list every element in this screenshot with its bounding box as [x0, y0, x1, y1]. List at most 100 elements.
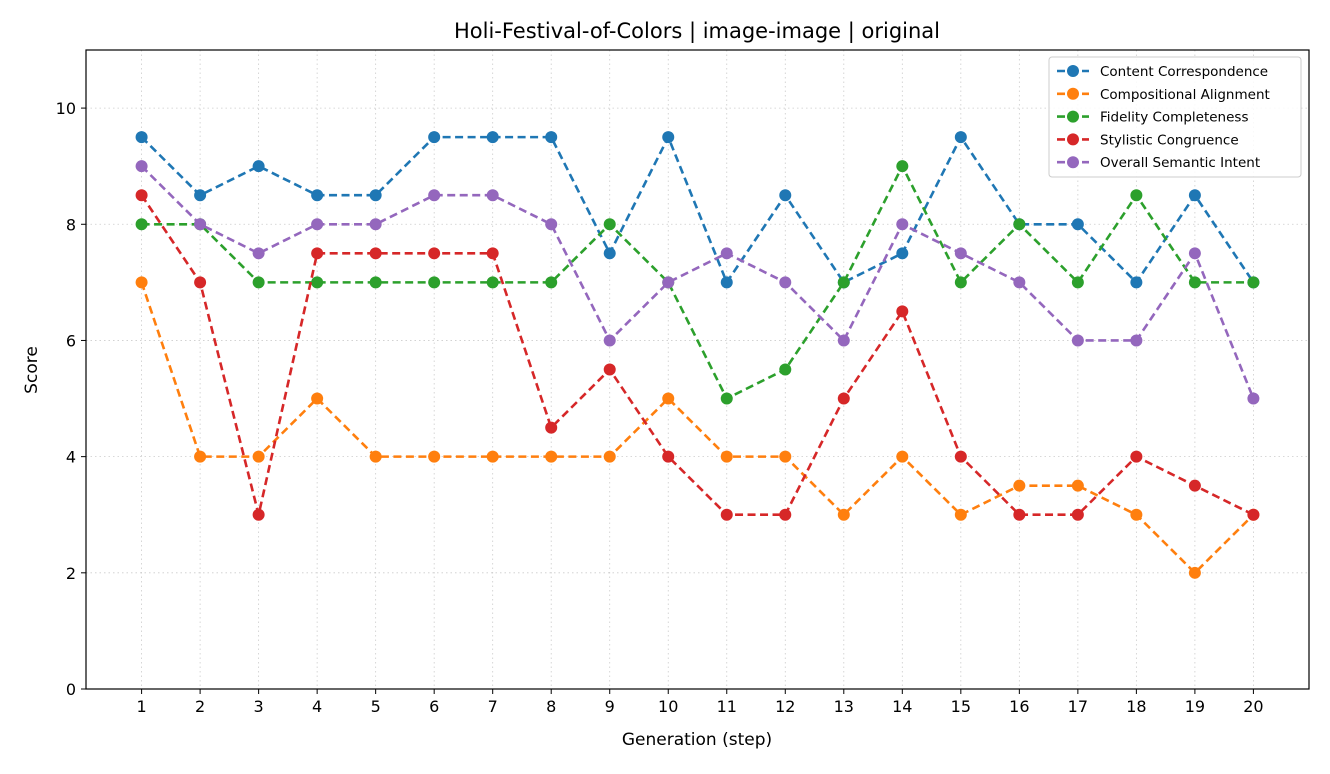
data-point-overall-semantic-intent	[1130, 334, 1143, 347]
legend-item-overall-semantic-intent: Overall Semantic Intent	[1057, 155, 1260, 171]
y-tick-label: 10	[56, 99, 76, 118]
data-point-content-correspondence	[486, 131, 499, 144]
data-point-fidelity-completeness	[135, 218, 148, 231]
data-point-compositional-alignment	[954, 508, 967, 521]
data-point-overall-semantic-intent	[954, 247, 967, 260]
data-point-content-correspondence	[896, 247, 909, 260]
data-point-overall-semantic-intent	[1013, 276, 1026, 289]
x-tick-label: 17	[1068, 697, 1088, 716]
data-point-overall-semantic-intent	[662, 276, 675, 289]
data-point-compositional-alignment	[486, 450, 499, 463]
data-point-content-correspondence	[369, 189, 382, 202]
series-stylistic-congruence	[135, 189, 1260, 521]
legend-marker-swatch	[1067, 87, 1079, 100]
data-point-compositional-alignment	[545, 450, 558, 463]
data-point-content-correspondence	[194, 189, 207, 202]
data-point-stylistic-congruence	[252, 508, 265, 521]
data-point-compositional-alignment	[194, 450, 207, 463]
data-point-compositional-alignment	[1071, 479, 1084, 492]
data-point-overall-semantic-intent	[1188, 247, 1201, 260]
data-point-stylistic-congruence	[428, 247, 441, 260]
data-point-overall-semantic-intent	[311, 218, 324, 231]
data-point-content-correspondence	[311, 189, 324, 202]
data-point-content-correspondence	[954, 131, 967, 144]
data-point-stylistic-congruence	[311, 247, 324, 260]
x-axis-ticks: 1 2 3 4 5 6 7 8 9 10 11 12 13 14 15 16 17 18 19 20	[136, 689, 1264, 716]
data-point-content-correspondence	[1071, 218, 1084, 231]
data-point-fidelity-completeness	[252, 276, 265, 289]
legend-label: Overall Semantic Intent	[1100, 155, 1260, 171]
series-lines	[135, 131, 1260, 579]
data-point-fidelity-completeness	[1130, 189, 1143, 202]
chart-title: Holi-Festival-of-Colors | image-image | …	[454, 19, 940, 44]
legend-marker-swatch	[1067, 110, 1079, 123]
data-point-compositional-alignment	[1013, 479, 1026, 492]
data-point-stylistic-congruence	[954, 450, 967, 463]
series-line-fidelity-completeness	[141, 164, 1254, 400]
legend-label: Compositional Alignment	[1100, 87, 1270, 103]
data-point-stylistic-congruence	[1130, 450, 1143, 463]
legend-marker-swatch	[1067, 133, 1079, 146]
y-tick-label: 0	[66, 680, 76, 699]
data-point-stylistic-congruence	[603, 363, 616, 376]
data-point-compositional-alignment	[135, 276, 148, 289]
data-point-stylistic-congruence	[720, 508, 733, 521]
data-point-compositional-alignment	[1130, 508, 1143, 521]
data-point-fidelity-completeness	[896, 160, 909, 173]
data-point-stylistic-congruence	[135, 189, 148, 202]
data-point-compositional-alignment	[1188, 566, 1201, 579]
x-tick-label: 8	[546, 697, 556, 716]
x-tick-label: 18	[1126, 697, 1146, 716]
data-point-content-correspondence	[1130, 276, 1143, 289]
data-point-compositional-alignment	[662, 392, 675, 405]
data-point-content-correspondence	[135, 131, 148, 144]
data-point-overall-semantic-intent	[1247, 392, 1260, 405]
data-point-fidelity-completeness	[779, 363, 792, 376]
x-tick-label: 7	[488, 697, 498, 716]
data-point-fidelity-completeness	[1013, 218, 1026, 231]
data-point-stylistic-congruence	[837, 392, 850, 405]
x-tick-label: 3	[254, 697, 264, 716]
legend-marker-swatch	[1067, 156, 1079, 169]
data-point-stylistic-congruence	[779, 508, 792, 521]
data-point-overall-semantic-intent	[896, 218, 909, 231]
data-point-overall-semantic-intent	[837, 334, 850, 347]
data-point-stylistic-congruence	[369, 247, 382, 260]
data-point-fidelity-completeness	[837, 276, 850, 289]
data-point-overall-semantic-intent	[428, 189, 441, 202]
legend-box	[1048, 56, 1302, 178]
data-point-compositional-alignment	[779, 450, 792, 463]
legend-item-compositional-alignment: Compositional Alignment	[1057, 87, 1270, 103]
x-tick-label: 1	[136, 697, 146, 716]
x-tick-label: 15	[951, 697, 971, 716]
data-point-overall-semantic-intent	[369, 218, 382, 231]
data-point-stylistic-congruence	[1071, 508, 1084, 521]
data-point-overall-semantic-intent	[545, 218, 558, 231]
data-point-fidelity-completeness	[954, 276, 967, 289]
x-tick-label: 14	[892, 697, 912, 716]
data-point-compositional-alignment	[720, 450, 733, 463]
x-tick-label: 9	[605, 697, 615, 716]
y-tick-label: 4	[66, 448, 76, 467]
data-point-stylistic-congruence	[194, 276, 207, 289]
series-fidelity-completeness	[135, 160, 1260, 405]
y-tick-label: 8	[66, 215, 76, 234]
data-point-compositional-alignment	[896, 450, 909, 463]
data-point-overall-semantic-intent	[1071, 334, 1084, 347]
x-tick-label: 13	[834, 697, 854, 716]
legend-items: Content Correspondence Compositional Alig…	[1057, 64, 1270, 171]
legend-marker-swatch	[1067, 65, 1079, 77]
data-point-fidelity-completeness	[720, 392, 733, 405]
series-line-overall-semantic-intent	[140, 165, 1255, 400]
data-point-stylistic-congruence	[662, 450, 675, 463]
data-point-overall-semantic-intent	[252, 247, 265, 260]
data-point-content-correspondence	[720, 276, 733, 289]
x-tick-label: 5	[371, 697, 381, 716]
plot-frame	[85, 49, 1310, 690]
series-overall-semantic-intent	[135, 160, 1260, 405]
data-point-fidelity-completeness	[1247, 276, 1260, 289]
data-point-stylistic-congruence	[1247, 508, 1260, 521]
x-tick-label: 6	[429, 697, 439, 716]
legend-label: Fidelity Completeness	[1100, 110, 1248, 126]
